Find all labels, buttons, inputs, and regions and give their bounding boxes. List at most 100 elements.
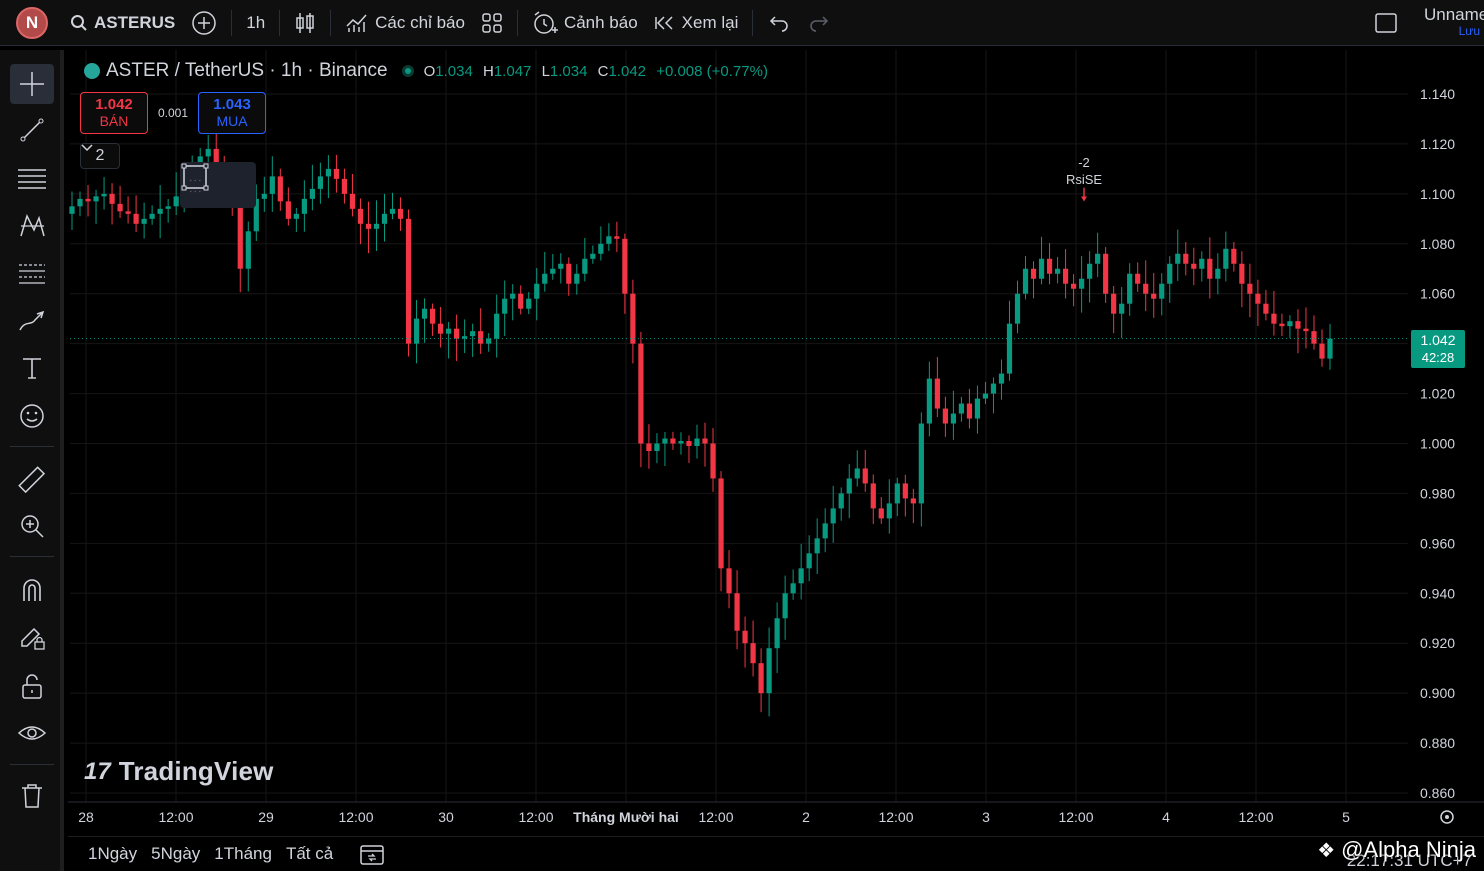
text-tool[interactable] <box>10 348 54 388</box>
candle-up <box>558 263 564 269</box>
redo-button[interactable] <box>799 0 839 46</box>
candle-down <box>125 211 131 214</box>
candle-up <box>309 188 315 199</box>
replay-label: Xem lại <box>681 12 739 32</box>
candlestick-chart[interactable]: 1.1401.1201.1001.0801.0601.0401.0201.000… <box>68 50 1484 833</box>
unlock-tool[interactable] <box>10 666 54 706</box>
drag-handle-icon[interactable]: ⋮⋮ <box>188 174 203 196</box>
zoom-tool[interactable] <box>10 506 54 546</box>
candle-up <box>445 328 452 334</box>
candle-down <box>437 323 444 334</box>
undo-button[interactable] <box>759 0 799 46</box>
candle-up <box>846 478 852 494</box>
candle-up <box>790 583 796 594</box>
range-all-button[interactable]: Tất cả <box>285 844 334 863</box>
candle-down <box>870 483 876 509</box>
square-icon <box>1375 13 1397 33</box>
interval-label: 1h <box>246 12 266 32</box>
candle-up <box>93 196 99 202</box>
brush-tool[interactable] <box>10 302 54 342</box>
candle-down <box>1279 323 1285 327</box>
tradingview-watermark[interactable]: 17 TradingView <box>84 756 274 787</box>
buy-button[interactable]: 1.043 MUA <box>198 92 267 134</box>
candle-up <box>1087 263 1093 279</box>
clock-label[interactable]: 22:17:31 UTC+7 <box>1346 851 1472 870</box>
candle-down <box>454 328 460 339</box>
rectangle-select-icon[interactable] <box>180 162 210 192</box>
x-tick-label: 12:00 <box>338 809 373 825</box>
range-1d-button[interactable]: 1Ngày <box>88 844 138 863</box>
save-layout-link[interactable]: Lưu <box>1458 24 1480 38</box>
fib-tool[interactable] <box>10 254 54 294</box>
rsi-signal-marker[interactable]: -2 RsiSE 🠗 <box>1064 154 1104 204</box>
market-status-icon[interactable] <box>401 65 414 77</box>
interval-button[interactable]: 1h <box>238 0 273 46</box>
candle-up <box>918 423 924 504</box>
fibonacci-icon <box>19 264 45 284</box>
chart-pane[interactable]: 1.1401.1201.1001.0801.0601.0401.0201.000… <box>68 50 1484 833</box>
candle-up <box>782 593 788 619</box>
chart-type-button[interactable] <box>286 0 324 46</box>
candle-down <box>1046 258 1053 274</box>
y-tick-label: 1.020 <box>1420 386 1455 402</box>
lock-drawings-tool[interactable] <box>10 618 54 658</box>
templates-button[interactable] <box>473 0 511 46</box>
candle-down <box>758 663 764 694</box>
compare-symbol-button[interactable] <box>183 0 225 46</box>
layout-toggle-button[interactable] <box>1366 0 1406 46</box>
candle-up <box>774 618 780 649</box>
emoji-tool[interactable] <box>10 396 54 436</box>
x-tick-label: Tháng Mười hai <box>573 809 679 825</box>
candle-up <box>822 523 828 539</box>
x-tick-label: 12:00 <box>878 809 913 825</box>
smiley-icon <box>20 404 44 428</box>
candle-down <box>1271 313 1277 324</box>
trend-line-tool[interactable] <box>10 110 54 150</box>
horizontal-lines-tool[interactable] <box>10 158 54 198</box>
sell-price: 1.042 <box>95 96 133 113</box>
layout-name[interactable]: Unnamed Lưu <box>1424 7 1484 39</box>
range-1m-button[interactable]: 1Tháng <box>214 844 272 863</box>
indicators-collapse-button[interactable]: 2 <box>80 143 120 169</box>
date-range-icon[interactable] <box>359 842 385 866</box>
candle-up <box>806 553 812 569</box>
candle-up <box>854 468 860 479</box>
change-value: +0.008 (+0.77%) <box>656 62 768 80</box>
visibility-tool[interactable] <box>10 714 54 754</box>
candle-down <box>333 168 340 179</box>
x-tick-label: 12:00 <box>158 809 193 825</box>
sell-button[interactable]: 1.042 BÁN <box>80 92 148 134</box>
ruler-tool[interactable] <box>10 460 54 500</box>
trash-icon <box>22 784 42 808</box>
candle-down <box>1207 258 1213 279</box>
candle-up <box>1127 273 1133 304</box>
candle-up <box>245 231 251 269</box>
drawing-toolbar <box>0 50 64 871</box>
signal-label: RsiSE <box>1065 172 1103 187</box>
candle-up <box>926 378 932 424</box>
y-tick-label: 0.880 <box>1420 735 1455 751</box>
magnet-tool[interactable] <box>10 570 54 610</box>
delete-drawings-tool[interactable] <box>10 776 54 816</box>
alerts-button[interactable]: Cảnh báo <box>524 0 646 46</box>
range-5d-button[interactable]: 5Ngày <box>151 844 201 863</box>
candle-up <box>662 438 668 444</box>
watermark-credit: ❖ @Alpha Ninja <box>1317 837 1476 863</box>
crosshair-tool[interactable] <box>10 64 54 104</box>
legend-title[interactable]: ASTER / TetherUS · 1h · Binance <box>106 60 388 81</box>
axis-settings-icon <box>1440 810 1454 824</box>
candle-down <box>1255 293 1261 304</box>
user-avatar[interactable]: N <box>16 6 48 39</box>
candle-down <box>1062 268 1069 284</box>
pattern-tool[interactable] <box>10 206 54 246</box>
replay-button[interactable]: Xem lại <box>646 0 747 46</box>
candle-up <box>1175 253 1181 264</box>
trend-line-icon <box>20 118 44 142</box>
candle-up <box>830 508 836 524</box>
candle-up <box>590 253 596 259</box>
indicators-button[interactable]: Các chỉ báo <box>337 0 473 46</box>
candle-up <box>678 441 684 444</box>
symbol-search-button[interactable]: ASTERUS <box>62 0 183 46</box>
candle-down <box>566 263 572 284</box>
candle-down <box>213 148 219 164</box>
